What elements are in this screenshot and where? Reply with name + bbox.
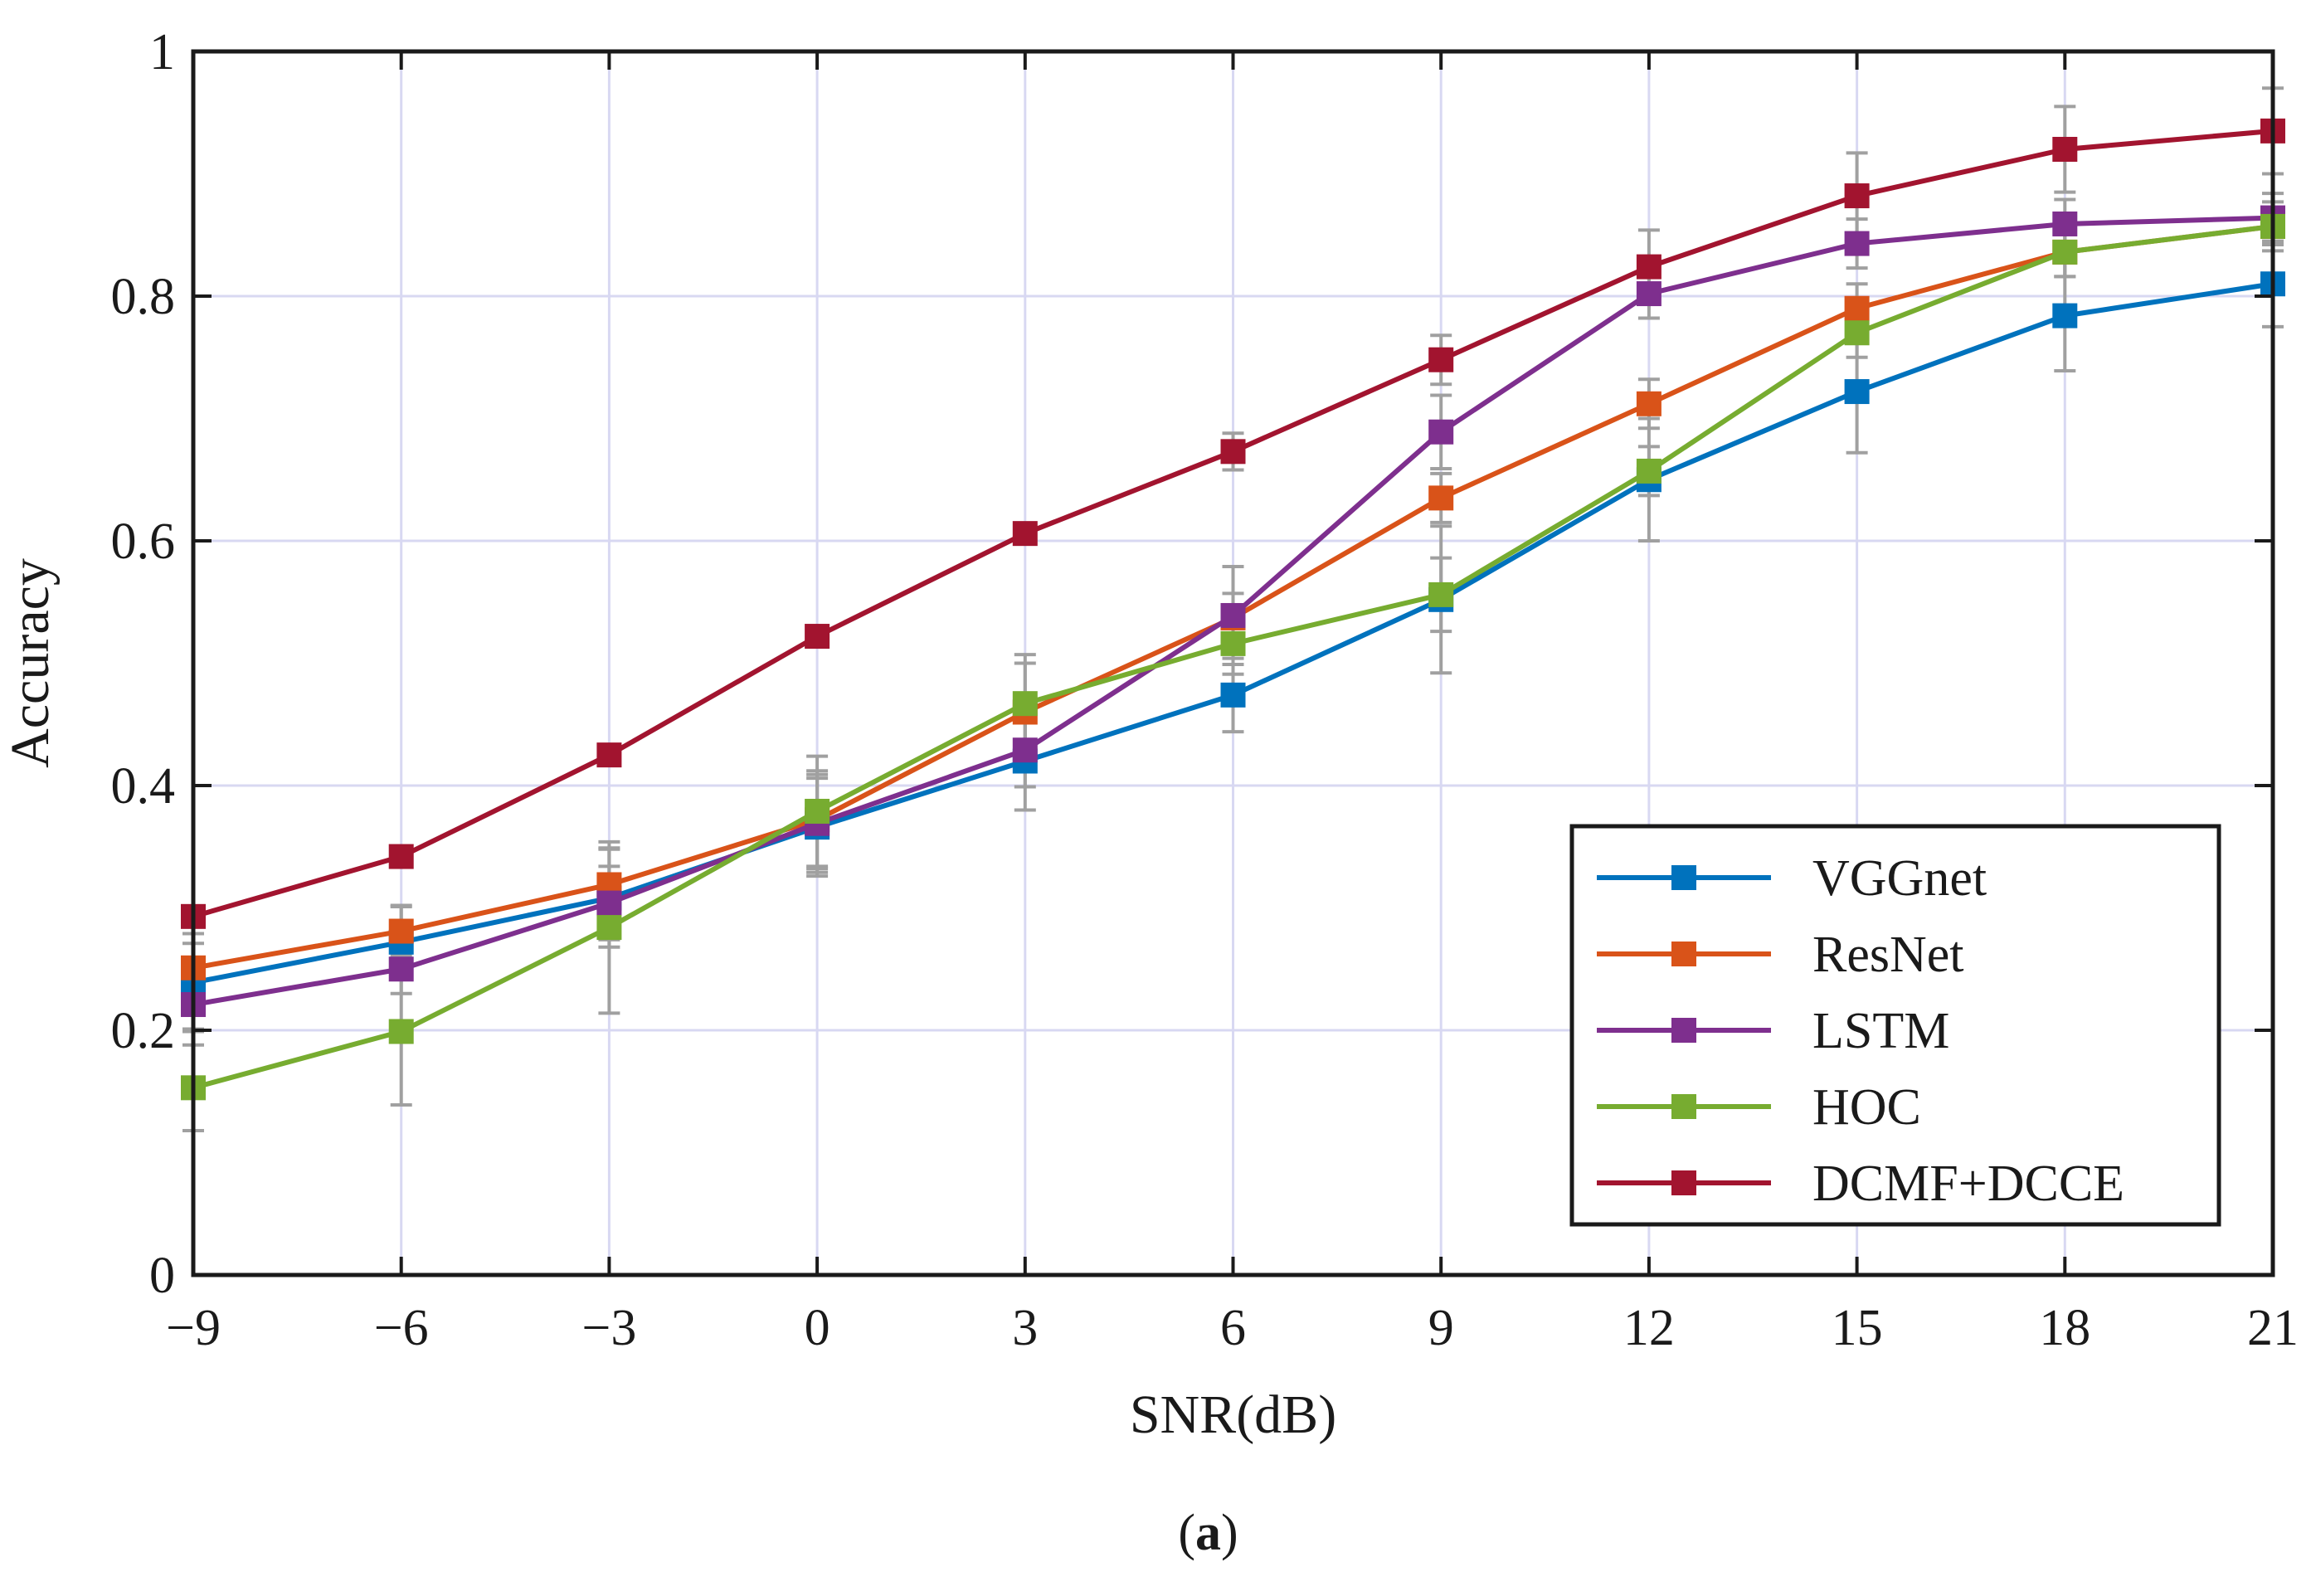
x-tick-label: −6 [374, 1300, 429, 1356]
legend-marker [1671, 1094, 1696, 1119]
data-point-hoc [1844, 320, 1870, 346]
x-tick-label: 18 [2039, 1300, 2090, 1356]
data-point-dcmf-dcce [1428, 347, 1454, 372]
data-point-lstm [1012, 737, 1038, 763]
data-point-dcmf-dcce [1220, 439, 1246, 465]
legend-label: DCMF+DCCE [1812, 1156, 2124, 1212]
data-point-resnet [388, 918, 414, 944]
x-tick-label: 0 [805, 1300, 830, 1356]
y-tick-label: 0.6 [111, 513, 176, 570]
legend-label: LSTM [1812, 1003, 1949, 1059]
data-point-dcmf-dcce [2052, 137, 2078, 162]
data-point-dcmf-dcce [1844, 183, 1870, 209]
x-tick-label: 3 [1012, 1300, 1038, 1356]
data-point-hoc [805, 798, 830, 824]
legend-label: HOC [1812, 1079, 1921, 1136]
figure-caption: (a) [1178, 1505, 1238, 1561]
legend-item-vggnet: VGGnet [1597, 850, 1987, 907]
legend-item-hoc: HOC [1597, 1079, 1921, 1136]
x-tick-label: 6 [1220, 1300, 1246, 1356]
legend-item-resnet: ResNet [1597, 927, 1964, 983]
y-tick-label: 0.2 [111, 1003, 176, 1059]
data-point-hoc [1220, 630, 1246, 656]
data-point-lstm [1636, 281, 1661, 307]
x-tick-label: 12 [1623, 1300, 1675, 1356]
data-point-resnet [1636, 391, 1661, 416]
data-point-resnet [1428, 485, 1454, 511]
y-tick-label: 0 [149, 1248, 175, 1304]
data-point-resnet [1844, 295, 1870, 321]
legend-item-dcmf-dcce: DCMF+DCCE [1597, 1156, 2124, 1212]
data-point-lstm [1428, 419, 1454, 445]
data-point-lstm [1844, 231, 1870, 256]
data-point-lstm [596, 890, 622, 916]
legend: VGGnet ResNet LSTM HOC DCMF+DCCE [1569, 824, 2221, 1227]
data-point-hoc [1636, 458, 1661, 484]
series-dcmf-dcce [181, 118, 2285, 929]
data-point-dcmf-dcce [596, 742, 622, 768]
data-point-hoc [1428, 581, 1454, 607]
legend-marker [1671, 942, 1696, 966]
legend-marker [1671, 1018, 1696, 1043]
x-tick-label: −3 [581, 1300, 636, 1356]
x-tick-label: −9 [166, 1300, 221, 1356]
data-point-dcmf-dcce [1636, 254, 1661, 280]
x-tick-label: 9 [1428, 1300, 1454, 1356]
x-axis-label: SNR(dB) [1130, 1384, 1336, 1445]
caption-letter: a [1195, 1505, 1221, 1561]
axis-ticks: −9 −6 −3 0 3 6 9 12 15 18 21 0 0.2 0.4 0.6 0.8 1 [111, 24, 2299, 1356]
data-point-vggnet [1220, 682, 1246, 708]
y-tick-label: 0.8 [111, 269, 176, 325]
legend-marker [1671, 1170, 1696, 1195]
series-hoc [181, 213, 2285, 1101]
data-point-vggnet [2052, 303, 2078, 328]
data-point-dcmf-dcce [388, 844, 414, 869]
y-tick-label: 1 [149, 24, 175, 80]
data-point-lstm [2052, 211, 2078, 236]
legend-item-lstm: LSTM [1597, 1003, 1949, 1059]
caption-open: ( [1178, 1505, 1195, 1561]
legend-label: VGGnet [1812, 850, 1987, 907]
legend-marker [1671, 865, 1696, 890]
series [181, 118, 2285, 1101]
y-tick-label: 0.4 [111, 758, 176, 815]
x-tick-label: 21 [2247, 1300, 2299, 1356]
data-point-dcmf-dcce [805, 624, 830, 650]
data-point-dcmf-dcce [1012, 521, 1038, 547]
data-point-hoc [1012, 691, 1038, 717]
x-tick-label: 15 [1832, 1300, 1883, 1356]
data-point-hoc [388, 1019, 414, 1044]
data-point-hoc [596, 915, 622, 941]
data-point-vggnet [1844, 379, 1870, 405]
caption-close: ) [1221, 1505, 1238, 1561]
data-point-lstm [1220, 602, 1246, 628]
data-point-lstm [388, 956, 414, 982]
legend-label: ResNet [1812, 927, 1964, 983]
data-point-hoc [2052, 239, 2078, 265]
y-axis-label: Accuracy [0, 558, 61, 768]
